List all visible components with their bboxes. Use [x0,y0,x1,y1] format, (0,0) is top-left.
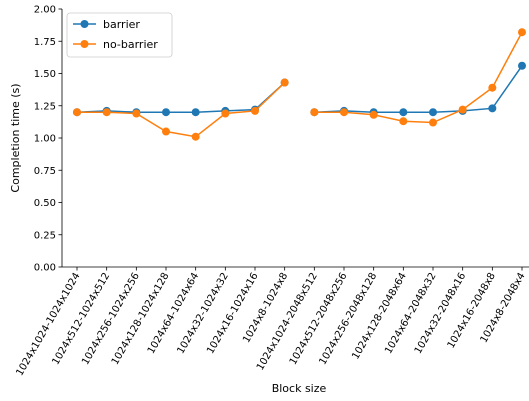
x-tick-label: 1024x128-1024x128 [110,271,172,367]
point-barrier-15 [518,61,526,70]
x-tick-label: 1024x256-2048x128 [317,271,379,367]
y-axis-label: Completion time (s) [9,83,22,192]
point-no-barrier-7 [280,78,289,87]
x-tick-label: 1024x256-1024x256 [80,271,142,367]
point-no-barrier-3 [162,127,170,136]
point-barrier-3 [162,108,170,117]
plot-area [73,28,526,141]
point-no-barrier-9 [340,108,348,117]
series-line-barrier-segment-1 [76,81,286,113]
point-no-barrier-10 [369,110,378,119]
point-no-barrier-12 [429,118,437,127]
point-no-barrier-14 [488,83,497,92]
point-no-barrier-6 [251,106,259,115]
series-line-no-barrier-segment-2 [314,31,523,124]
axes: 0.00 0.25 0.50 0.75 1.00 1.25 1.50 1.75 2.00 1024… [14,5,529,378]
point-barrier-14 [488,104,497,113]
y-tick-label: 1.75 [34,37,56,48]
point-barrier-4 [191,108,200,117]
legend-marker-barrier [80,20,89,28]
y-tick-label: 1.25 [34,101,56,112]
point-no-barrier-13 [458,105,467,114]
series-line-barrier-segment-2 [314,65,523,113]
point-no-barrier-2 [132,109,141,118]
legend-label-no-barrier: no-barrier [103,38,158,51]
series-line-no-barrier-segment-1 [77,81,286,138]
point-no-barrier-11 [399,117,408,126]
y-tick-label: 0.25 [34,230,56,241]
y-tick-label: 1.50 [34,69,56,80]
point-no-barrier-15 [518,28,526,37]
point-no-barrier-1 [102,108,111,117]
x-tick-label: 1024x128-2048x64 [350,271,409,362]
point-no-barrier-5 [221,109,230,118]
x-tick-label: 1024x512-1024x512 [50,271,112,367]
y-tick-label: 0.50 [34,198,56,209]
legend-marker-no-barrier [80,40,89,48]
y-tick-label: 1.00 [34,134,56,145]
point-barrier-12 [429,108,437,117]
point-no-barrier-8 [310,108,319,117]
x-tick-label: 1024x512-2048x256 [288,271,350,367]
y-tick-label: 0.75 [34,166,56,177]
point-no-barrier-0 [73,108,81,117]
y-tick-label: 2.00 [34,5,56,16]
x-axis-label: Block size [272,382,327,395]
legend-label-barrier: barrier [103,18,140,31]
y-tick-label: 0.00 [34,263,56,274]
legend: barrier no-barrier [66,12,173,58]
point-no-barrier-4 [191,132,200,141]
point-barrier-11 [399,108,408,117]
